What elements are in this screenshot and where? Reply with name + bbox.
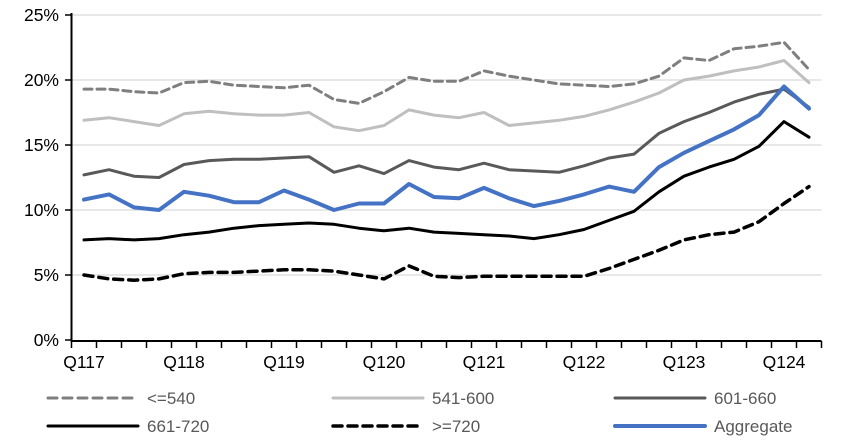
x-axis-tick-label: Q119 — [263, 352, 305, 372]
y-axis-tick-label: 15% — [24, 135, 59, 155]
legend-label: >=720 — [432, 417, 480, 436]
series-line-601-660 — [82, 87, 811, 179]
legend-item-541-600: 541-600 — [331, 389, 494, 408]
legend-label: 661-720 — [147, 417, 209, 436]
legend-item-601-660: 601-660 — [613, 389, 776, 408]
x-axis-tick-label: Q123 — [663, 352, 706, 372]
legend-label: Aggregate — [714, 417, 792, 436]
y-axis-tick-label: 25% — [24, 5, 59, 25]
series-line-661-720 — [82, 120, 811, 242]
x-axis-tick-label: Q124 — [763, 352, 806, 372]
x-axis-tick-label: Q121 — [463, 352, 506, 372]
legend-item-540: <=540 — [46, 389, 195, 408]
series-line-aggregate — [82, 84, 811, 212]
y-axis-tick-label: 20% — [24, 70, 59, 90]
series-line-541-600 — [82, 59, 811, 133]
legend-item-661-720: 661-720 — [46, 417, 209, 436]
series-line-720 — [82, 184, 811, 282]
x-axis-tick-label: Q120 — [363, 352, 406, 372]
y-axis-tick-label: 5% — [34, 265, 59, 285]
legend-label: 541-600 — [432, 389, 494, 408]
y-axis-tick-label: 10% — [24, 200, 59, 220]
x-axis-tick-label: Q118 — [163, 352, 205, 372]
series-line-540 — [82, 40, 811, 105]
x-axis-tick-label: Q122 — [563, 352, 606, 372]
x-axis-tick-label: Q117 — [63, 352, 105, 372]
y-axis-tick-label: 0% — [34, 330, 59, 350]
legend-label: <=540 — [147, 389, 195, 408]
legend-item-720: >=720 — [331, 417, 480, 436]
legend-item-aggregate: Aggregate — [613, 417, 792, 436]
legend-label: 601-660 — [714, 389, 776, 408]
